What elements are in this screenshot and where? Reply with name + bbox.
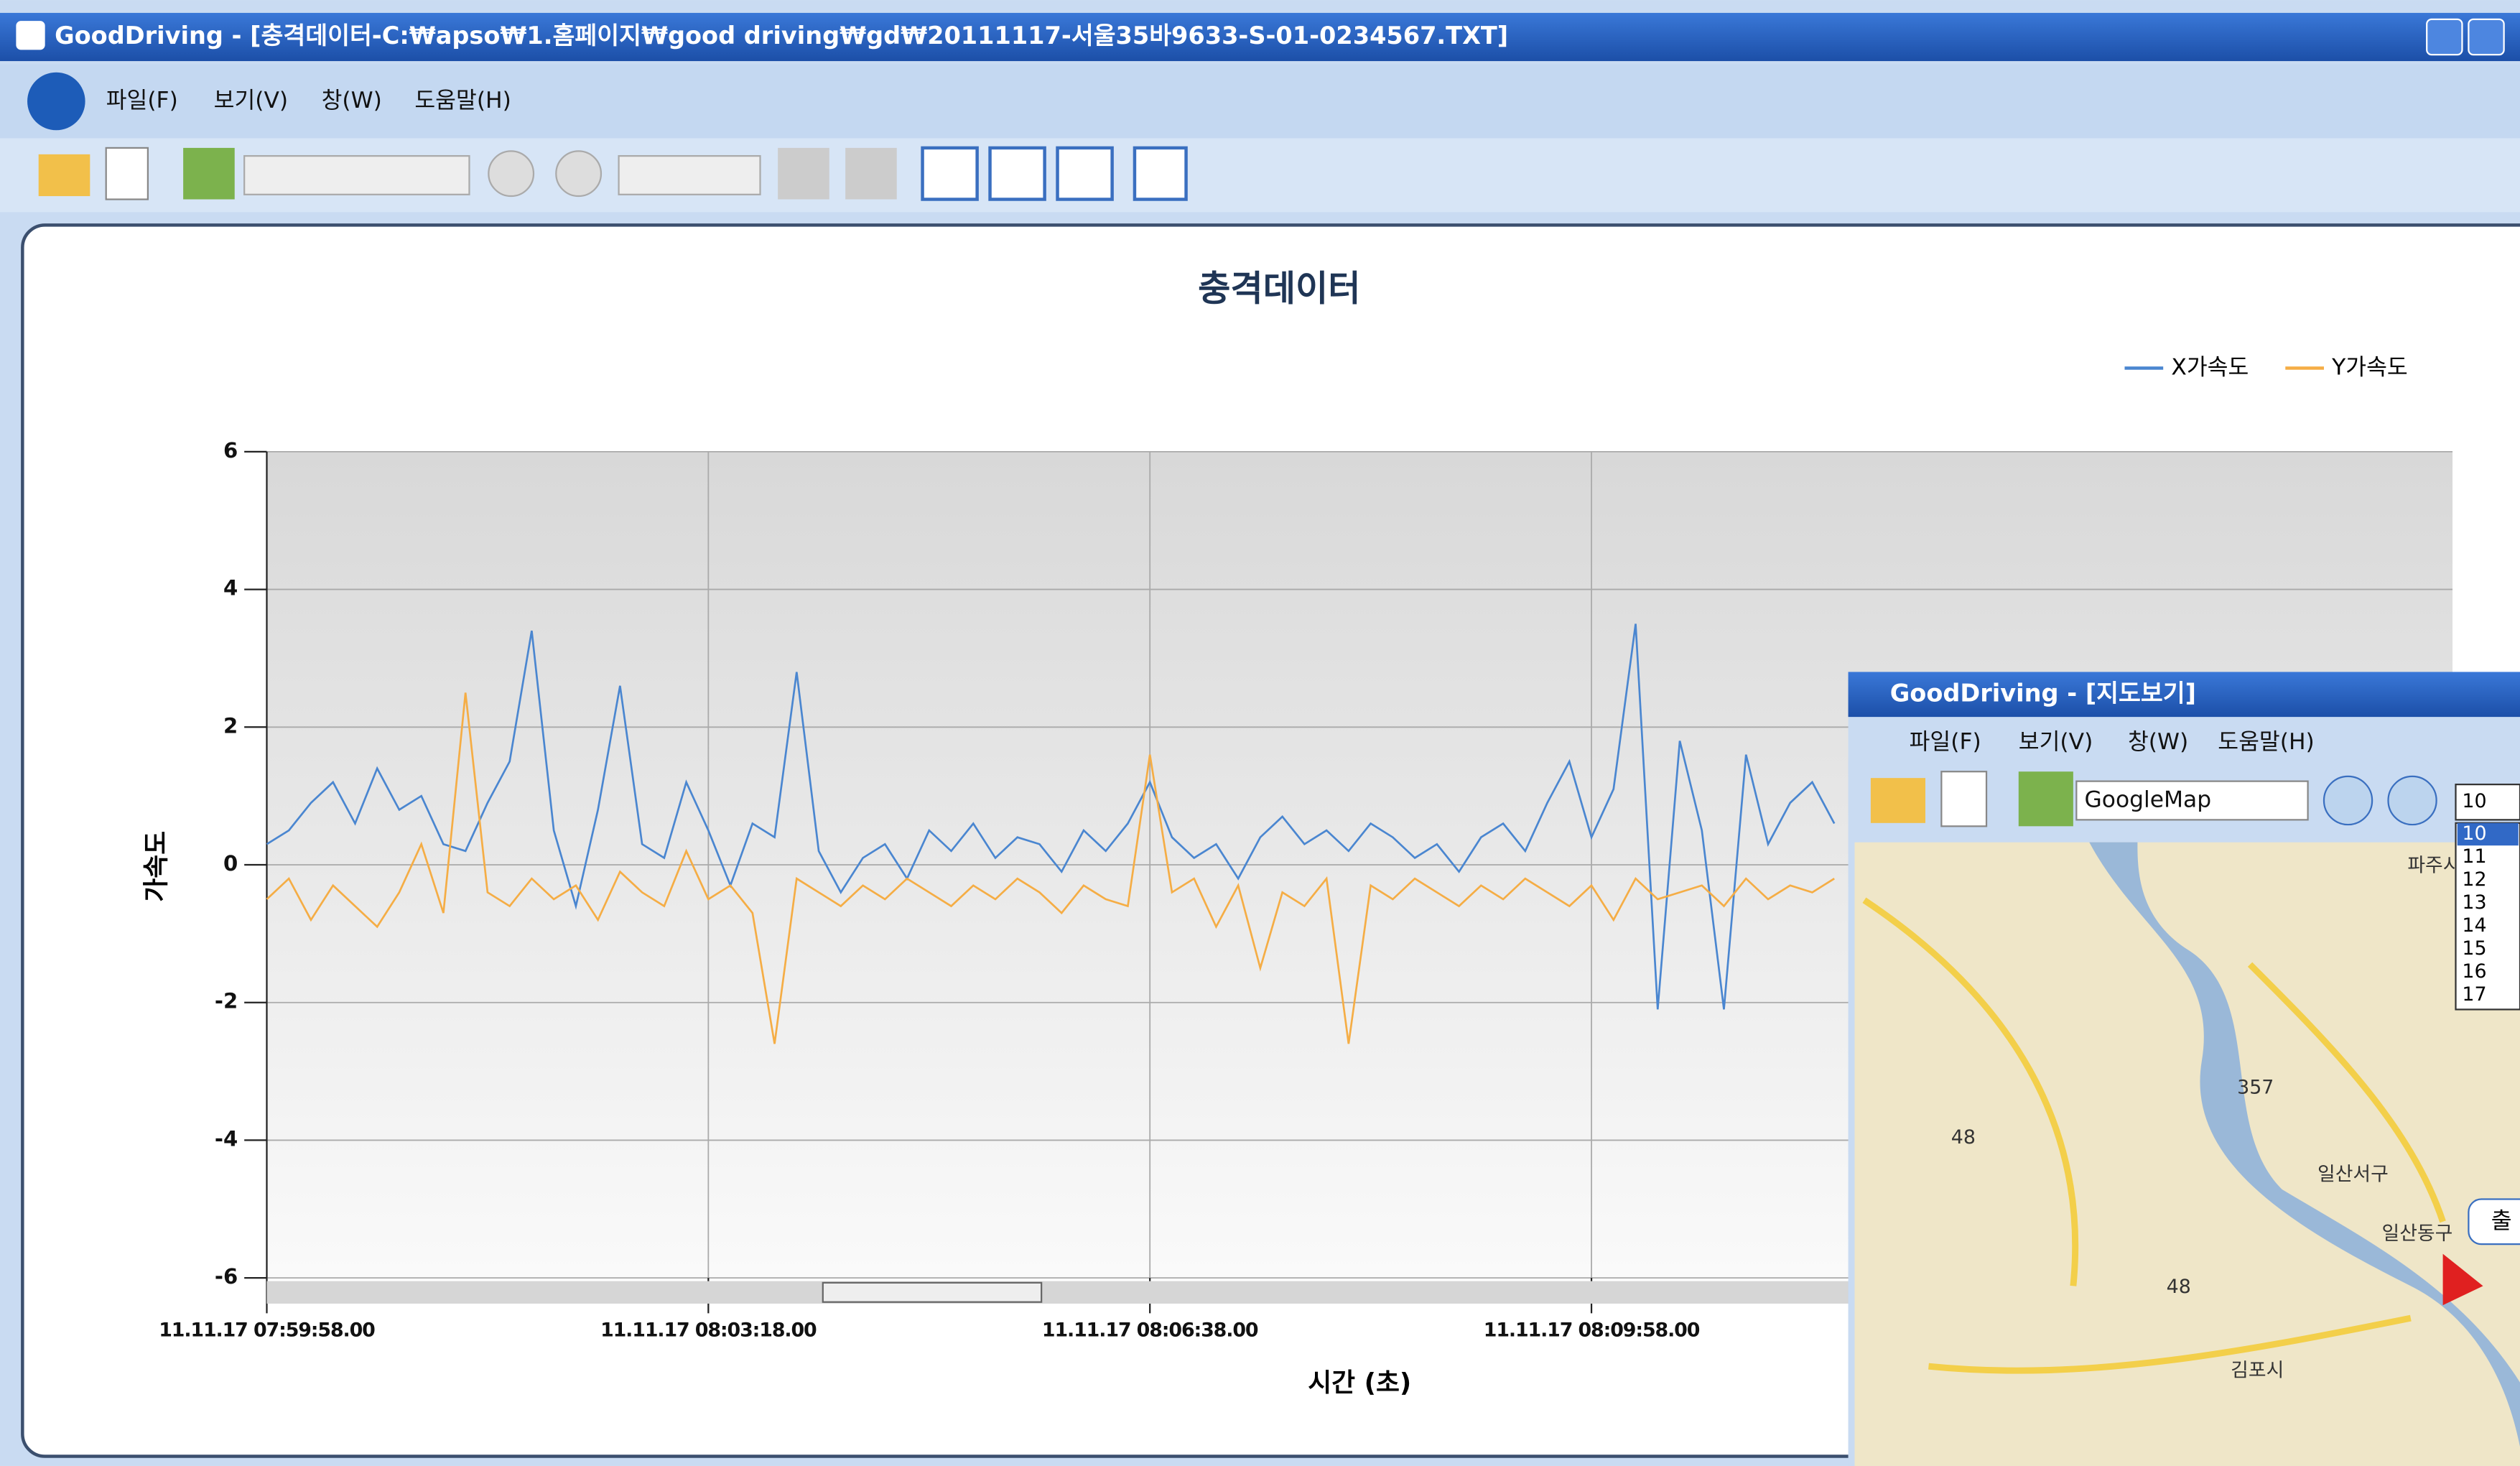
y-tick-label: -4 bbox=[215, 1126, 238, 1151]
y-tick-label: -2 bbox=[215, 989, 238, 1013]
y-tick-label: 0 bbox=[223, 851, 238, 876]
cascade-button[interactable] bbox=[923, 148, 977, 200]
y-tick-label: 4 bbox=[223, 576, 238, 600]
minimize-button[interactable] bbox=[2427, 19, 2462, 55]
zoom-option[interactable]: 17 bbox=[2462, 983, 2486, 1006]
screen: GoodDriving - [충격데이터-C:₩apso₩1.홈페이지₩good… bbox=[0, 0, 2520, 1466]
open-button[interactable] bbox=[1871, 778, 1925, 823]
zoom-in-button[interactable] bbox=[2324, 776, 2372, 825]
route-number: 48 bbox=[2167, 1276, 2191, 1298]
y-tick-label: 6 bbox=[223, 438, 238, 463]
zoom-in-button[interactable] bbox=[488, 151, 534, 196]
place-label: 파주시 bbox=[2407, 855, 2460, 877]
y-axis-label: 가속도 bbox=[141, 831, 171, 902]
map-type: GoogleMap bbox=[2085, 787, 2212, 812]
x-axis-label: 시간 (초) bbox=[1308, 1368, 1411, 1398]
zoom-option[interactable]: 10 bbox=[2462, 822, 2486, 845]
legend-label: X가속도 bbox=[2171, 355, 2249, 381]
zoom-current: 10 bbox=[2462, 790, 2486, 812]
restore-button[interactable] bbox=[2468, 19, 2503, 55]
export-button[interactable] bbox=[1941, 771, 1986, 826]
scroll-thumb[interactable] bbox=[823, 1283, 1041, 1302]
y-tick-label: 2 bbox=[223, 713, 238, 738]
map-button[interactable] bbox=[183, 148, 235, 200]
x-tick-label: 11.11.17 08:06:38.00 bbox=[1042, 1319, 1258, 1341]
zoom-out-button[interactable] bbox=[556, 151, 601, 196]
marker-label: 출 bbox=[2491, 1208, 2512, 1234]
close-all-button[interactable] bbox=[1135, 148, 1186, 200]
tool-button[interactable] bbox=[845, 148, 897, 200]
menu-item[interactable]: 도움말(H) bbox=[414, 88, 511, 113]
tile-h-button[interactable] bbox=[1058, 148, 1112, 200]
zoom-option[interactable]: 11 bbox=[2462, 845, 2486, 868]
menu-item[interactable]: 도움말(H) bbox=[2218, 729, 2314, 755]
legend-label: Y가속도 bbox=[2331, 355, 2408, 381]
map-window-title: GoodDriving - [지도보기] bbox=[1890, 679, 2196, 707]
menu-item[interactable]: 보기(V) bbox=[214, 88, 289, 113]
map-button[interactable] bbox=[2019, 771, 2073, 826]
x-tick-label: 11.11.17 07:59:58.00 bbox=[159, 1319, 375, 1341]
route-number: 48 bbox=[1951, 1126, 1976, 1149]
combo-box[interactable] bbox=[244, 156, 469, 195]
zoom-option[interactable]: 13 bbox=[2462, 891, 2486, 914]
menu-item[interactable]: 창(W) bbox=[2128, 729, 2188, 755]
place-label: 일산서구 bbox=[2317, 1163, 2389, 1185]
map bbox=[1855, 843, 2520, 1466]
menu-item[interactable]: 파일(F) bbox=[1910, 729, 1981, 755]
map-window: GoodDriving - [지도보기] 파일(F) 보기(V) 창(W) 도움… bbox=[1849, 672, 2520, 1466]
y-tick-label: -6 bbox=[215, 1264, 238, 1289]
zoom-out-button[interactable] bbox=[2388, 776, 2436, 825]
app-logo bbox=[27, 73, 85, 131]
page: {"window":{"title":"GoodDriving - [충격데이터… bbox=[0, 0, 2520, 1466]
menu-item[interactable]: 보기(V) bbox=[2019, 729, 2093, 755]
zoom-option[interactable]: 16 bbox=[2462, 960, 2486, 983]
menu-item[interactable]: 창(W) bbox=[322, 88, 382, 113]
export-button[interactable] bbox=[106, 148, 148, 200]
place-label: 김포시 bbox=[2231, 1359, 2284, 1381]
x-tick-label: 11.11.17 08:09:58.00 bbox=[1484, 1319, 1700, 1341]
route-number: 357 bbox=[2237, 1077, 2274, 1099]
tile-v-button[interactable] bbox=[990, 148, 1045, 200]
menu-item[interactable]: 파일(F) bbox=[106, 88, 178, 113]
zoom-option[interactable]: 12 bbox=[2462, 868, 2486, 891]
tool-button[interactable] bbox=[778, 148, 829, 200]
zoom-option[interactable]: 14 bbox=[2462, 914, 2486, 937]
combo-box[interactable] bbox=[619, 156, 761, 195]
app-icon bbox=[16, 21, 45, 50]
zoom-option[interactable]: 15 bbox=[2462, 937, 2486, 960]
chart-title: 충격데이터 bbox=[1198, 268, 1360, 310]
x-tick-label: 11.11.17 08:03:18.00 bbox=[600, 1319, 817, 1341]
place-label: 일산동구 bbox=[2382, 1223, 2453, 1245]
open-button[interactable] bbox=[39, 154, 90, 196]
window-title: GoodDriving - [충격데이터-C:₩apso₩1.홈페이지₩good… bbox=[55, 22, 1508, 50]
